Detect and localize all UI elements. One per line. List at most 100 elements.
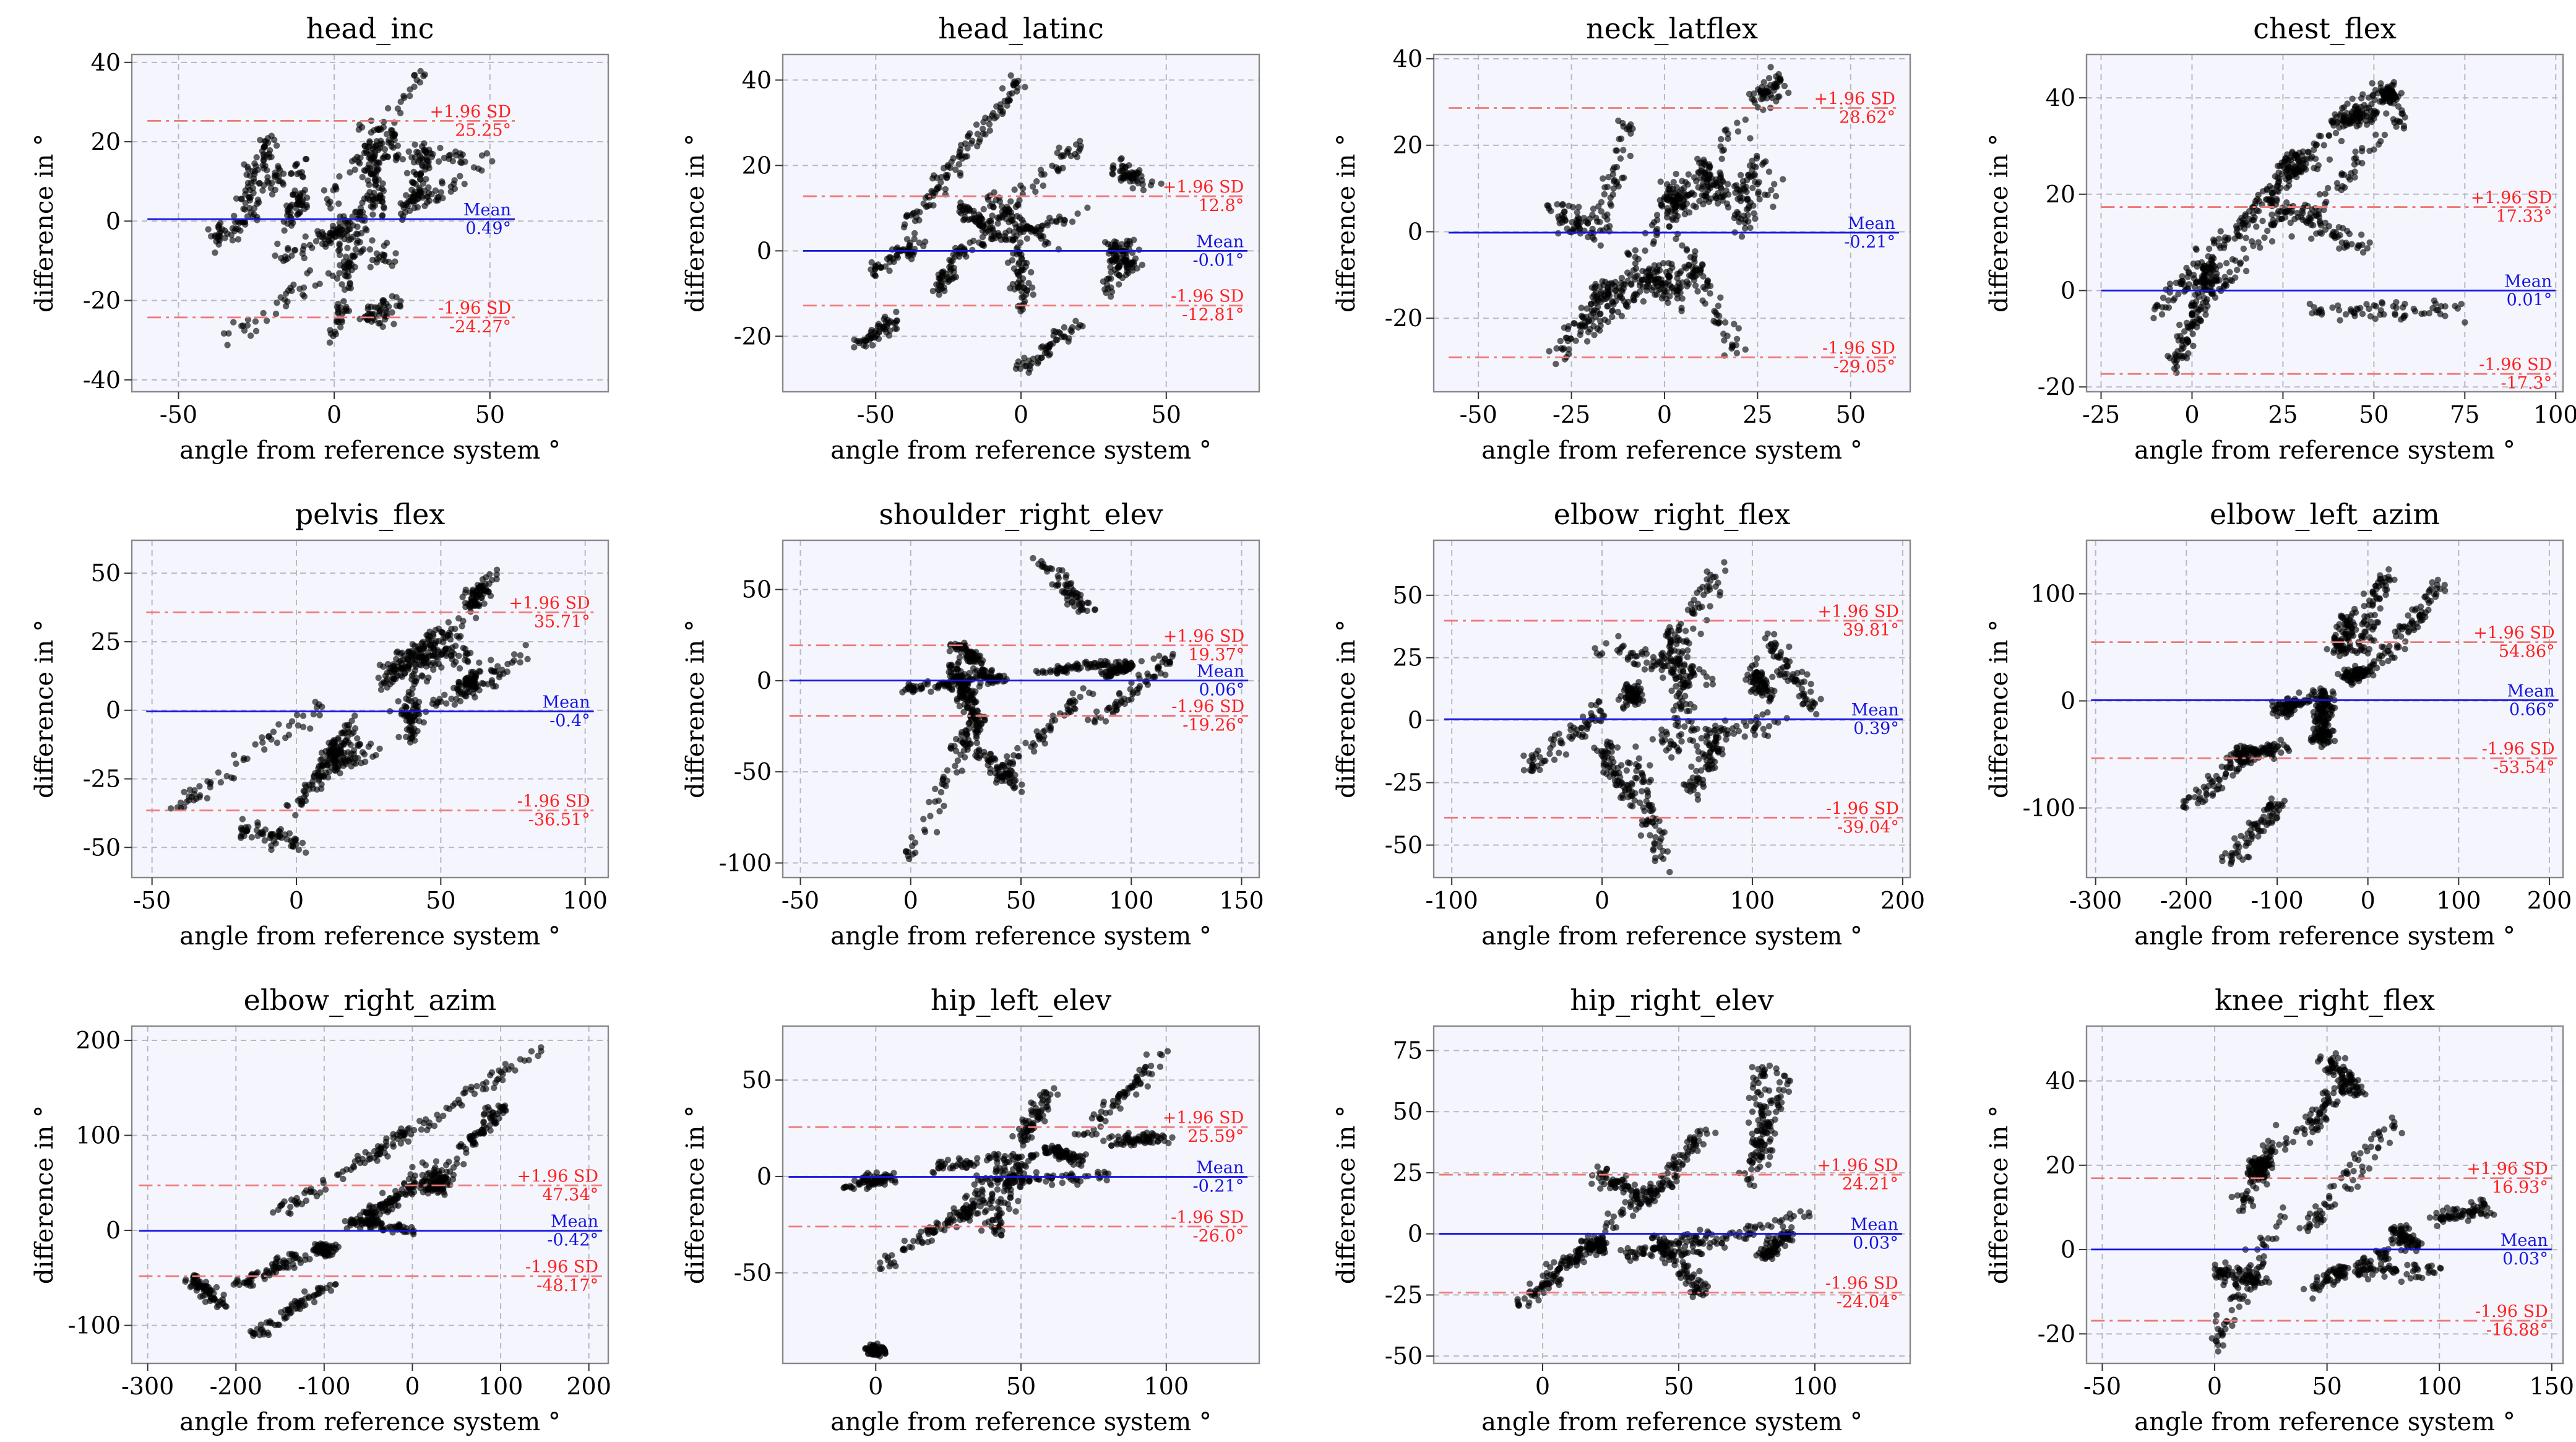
data-point <box>1023 235 1031 242</box>
data-point <box>461 682 468 689</box>
data-point <box>393 649 400 656</box>
y-tick-label: 0 <box>757 237 772 264</box>
data-point <box>1593 293 1600 301</box>
data-point <box>1696 197 1703 205</box>
data-point <box>2359 241 2366 248</box>
data-point <box>1616 136 1622 142</box>
data-point <box>415 699 423 706</box>
data-point <box>1126 162 1132 169</box>
data-point <box>272 840 279 847</box>
data-point <box>1080 607 1087 613</box>
data-point <box>336 219 343 227</box>
lower-sd-label: -1.96 SD <box>1171 697 1244 717</box>
data-point <box>299 712 307 719</box>
data-point <box>1072 317 1079 324</box>
data-point <box>300 243 308 249</box>
data-point <box>1064 593 1070 600</box>
data-point <box>906 855 913 863</box>
data-point <box>401 652 408 659</box>
data-point <box>1006 90 1013 98</box>
data-point <box>417 171 424 178</box>
data-point <box>1070 701 1077 708</box>
data-point <box>1661 282 1669 290</box>
data-point <box>292 812 299 819</box>
data-point <box>1018 788 1025 795</box>
data-point <box>365 743 372 750</box>
data-point <box>1650 284 1657 291</box>
data-point <box>299 196 306 203</box>
data-point <box>338 281 345 288</box>
data-point <box>963 648 970 655</box>
x-axis-label: angle from reference system ° <box>1481 436 1863 465</box>
data-point <box>1721 127 1728 134</box>
data-point <box>1010 785 1018 792</box>
data-point <box>1040 233 1047 240</box>
data-point <box>869 342 876 349</box>
data-point <box>1022 363 1029 369</box>
data-point <box>251 168 259 175</box>
data-point <box>370 201 377 207</box>
data-point <box>312 238 320 244</box>
data-point <box>366 246 374 253</box>
data-point <box>1643 283 1650 290</box>
data-point <box>894 317 900 324</box>
data-point <box>1014 84 1021 91</box>
data-point <box>423 654 429 662</box>
data-point <box>303 849 309 856</box>
data-point <box>356 741 363 748</box>
data-point <box>353 209 360 215</box>
data-point <box>224 342 231 348</box>
data-point <box>1583 305 1590 312</box>
data-point <box>2234 266 2241 274</box>
data-point <box>993 103 1000 110</box>
data-point <box>251 205 258 212</box>
data-point <box>377 137 384 144</box>
data-point <box>1163 660 1170 668</box>
data-point <box>993 765 1000 772</box>
data-point <box>299 723 307 730</box>
data-point <box>1605 284 1611 291</box>
data-point <box>962 140 969 147</box>
data-point <box>1752 215 1759 222</box>
lower-sd-value: -36.51° <box>528 810 590 829</box>
data-point <box>902 848 910 855</box>
data-point <box>229 237 236 244</box>
data-point <box>1776 93 1783 100</box>
data-point <box>1717 171 1724 178</box>
data-point <box>1040 182 1047 189</box>
data-point <box>205 226 212 233</box>
data-point <box>1630 267 1637 274</box>
x-tick-label: 50 <box>475 401 505 428</box>
data-point <box>2426 310 2432 317</box>
data-point <box>2335 307 2343 314</box>
data-point <box>420 180 427 187</box>
data-point <box>964 741 971 748</box>
data-point <box>1054 336 1061 343</box>
data-point <box>2215 242 2223 249</box>
data-point <box>371 189 377 196</box>
data-point <box>351 712 358 719</box>
data-point <box>2255 208 2262 215</box>
data-point <box>1170 650 1176 658</box>
data-point <box>1062 574 1069 581</box>
data-point <box>958 681 965 689</box>
data-point <box>990 204 997 210</box>
data-point <box>393 294 400 301</box>
data-point <box>2339 117 2346 124</box>
data-point <box>2315 162 2322 169</box>
data-point <box>2339 105 2346 111</box>
data-point <box>461 181 468 188</box>
data-point <box>2392 310 2398 317</box>
data-point <box>1620 147 1627 153</box>
lower-sd-value: -24.27° <box>449 317 511 337</box>
data-point <box>379 212 386 219</box>
data-point <box>963 704 970 710</box>
data-point <box>293 201 300 208</box>
data-point <box>433 702 439 709</box>
data-point <box>2191 319 2198 326</box>
data-point <box>1692 282 1699 289</box>
data-point <box>454 632 460 639</box>
data-point <box>299 250 306 257</box>
data-point <box>1754 655 1760 662</box>
data-point <box>1594 326 1601 332</box>
